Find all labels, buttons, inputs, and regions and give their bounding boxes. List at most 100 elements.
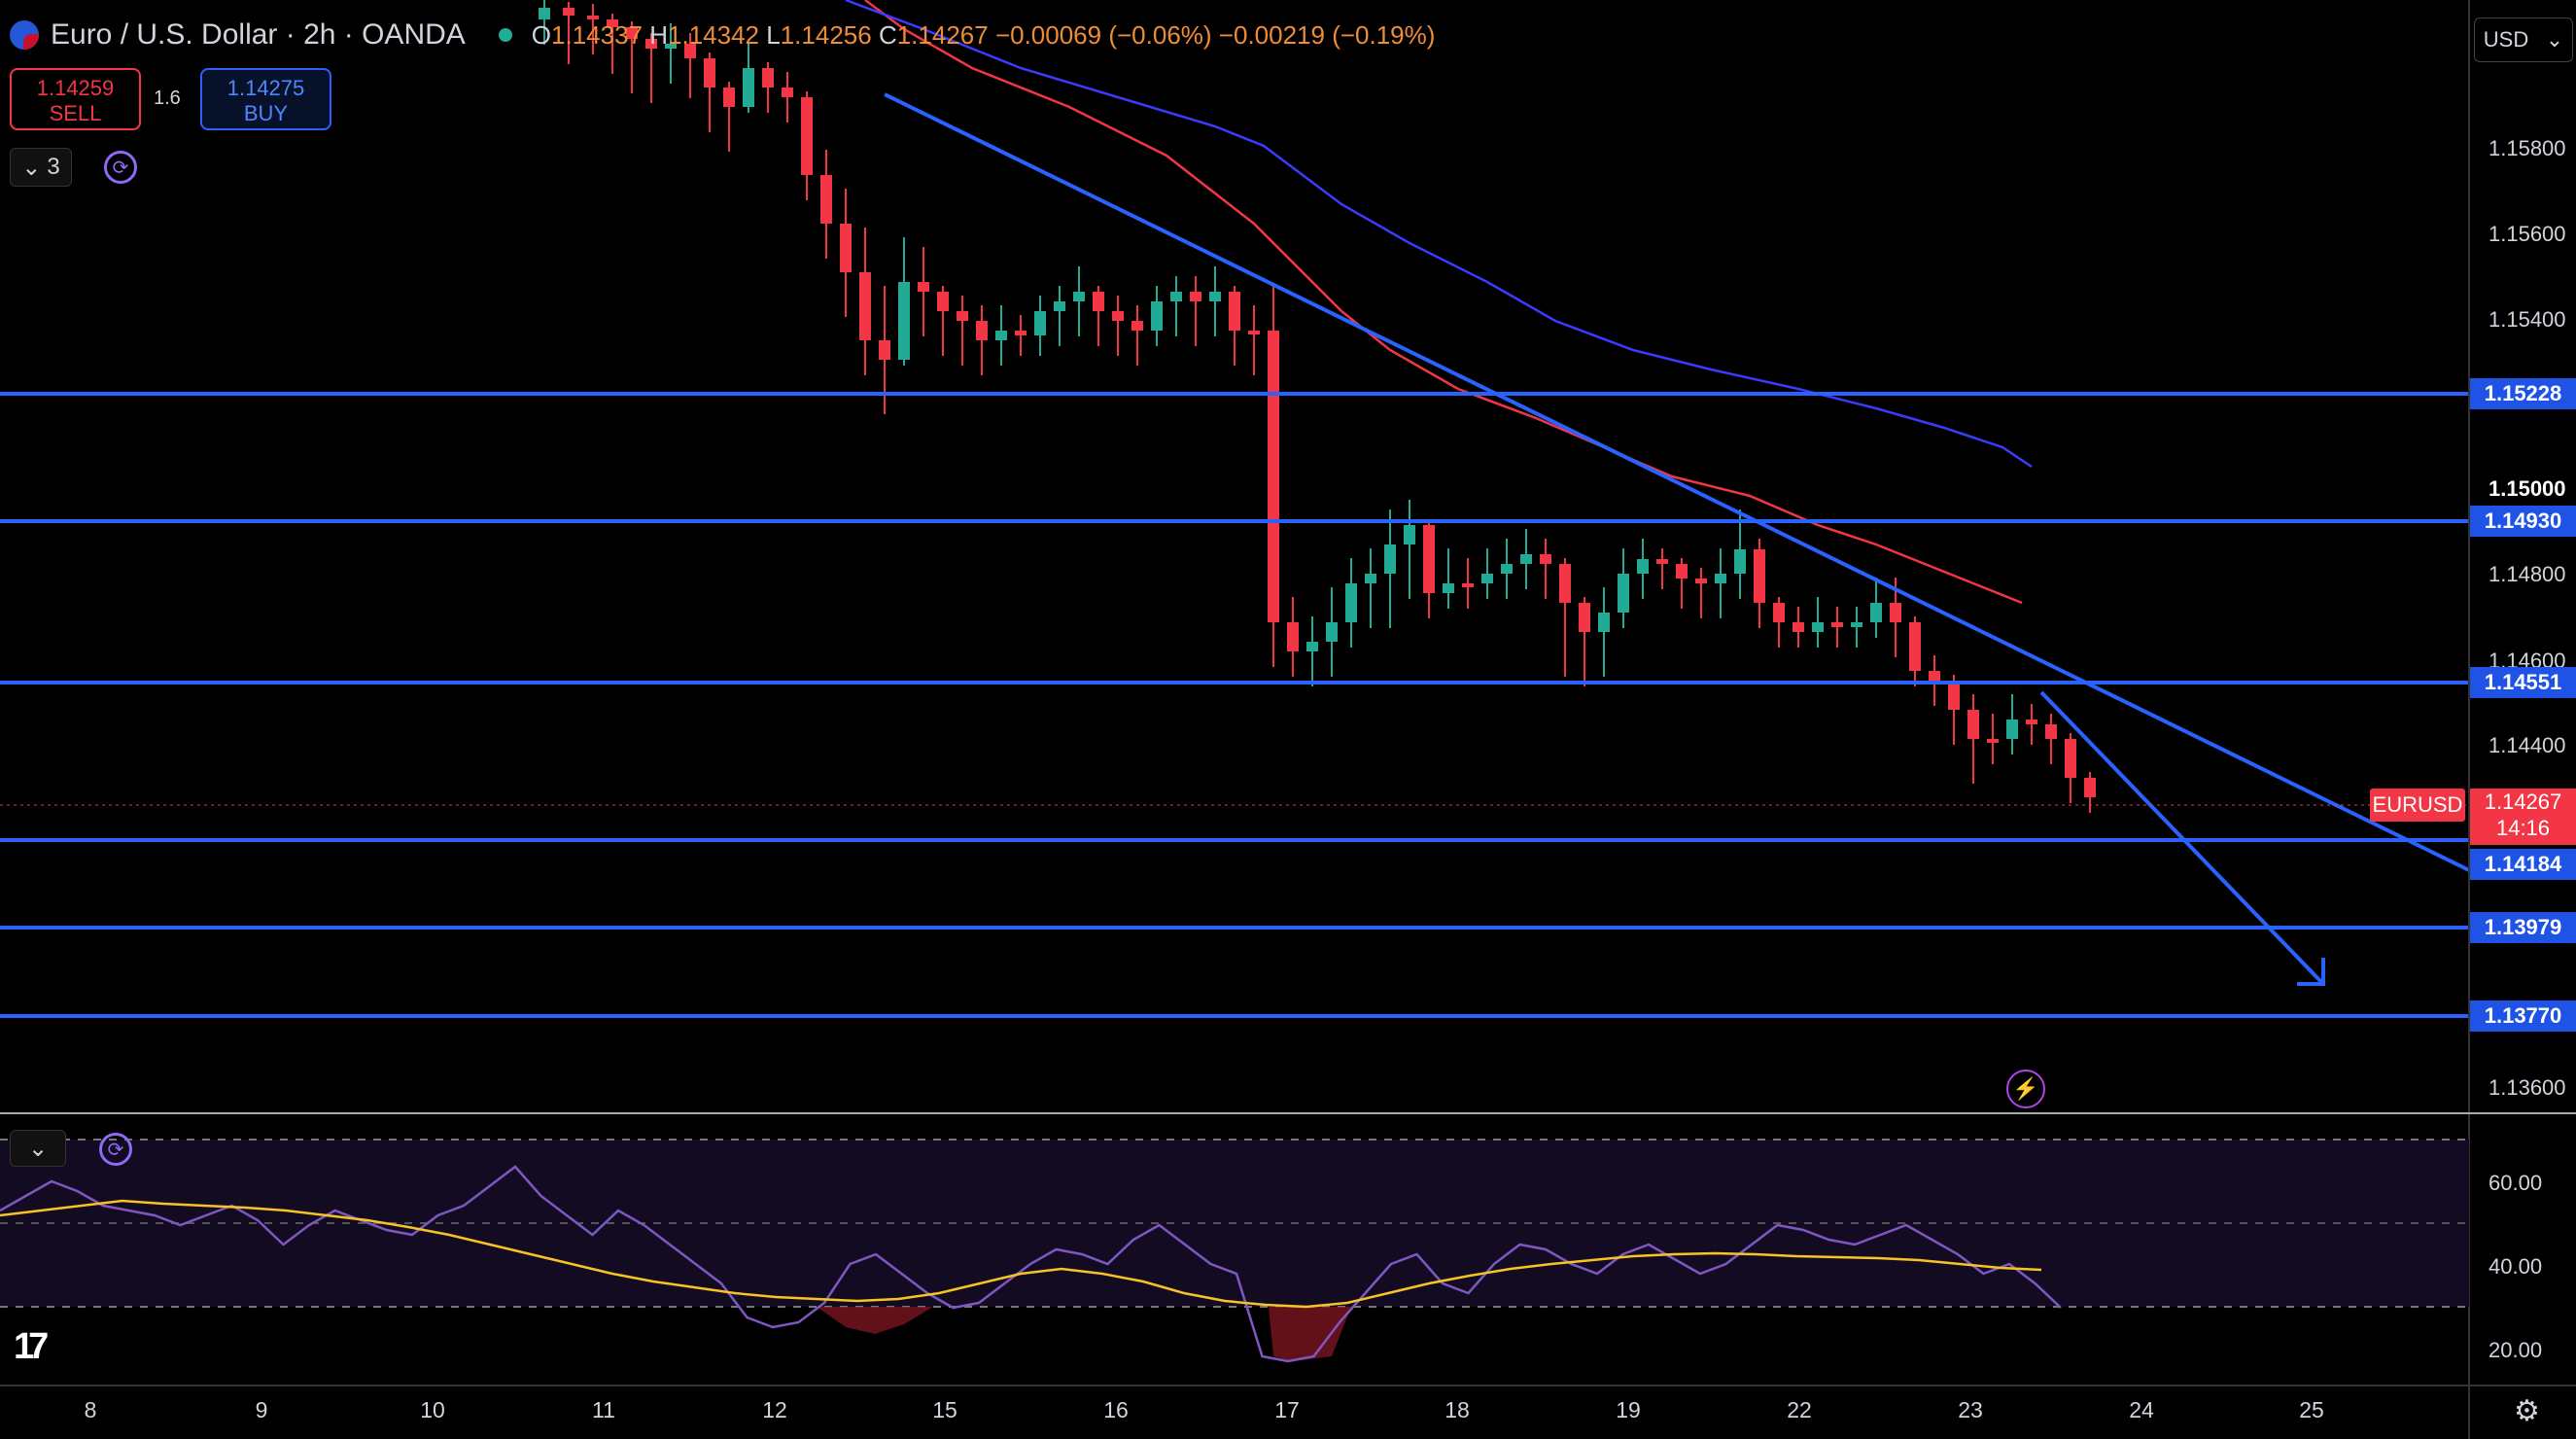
currency-label: USD — [2483, 27, 2529, 52]
candle — [743, 68, 754, 107]
tradingview-logo-icon[interactable]: 17 — [14, 1326, 49, 1367]
candle — [2084, 778, 2096, 797]
candle — [1754, 549, 1765, 603]
ma-slow-line — [845, 0, 2033, 469]
price-axis-label: 1.15600 — [2489, 222, 2566, 246]
market-open-icon — [498, 28, 512, 42]
rsi-axis-label: 60.00 — [2489, 1171, 2543, 1195]
candle — [782, 88, 793, 97]
lightning-icon[interactable]: ⚡ — [2006, 1070, 2045, 1108]
spread-value: 1.6 — [154, 88, 181, 109]
rsi-sync-icon[interactable]: ⟳ — [99, 1133, 132, 1166]
candle — [976, 321, 988, 340]
candle — [1793, 622, 1804, 632]
candle — [1015, 331, 1027, 335]
candle — [918, 282, 929, 292]
rsi-oversold-fill-1 — [817, 1307, 933, 1334]
candle — [1306, 642, 1318, 651]
level-label-2[interactable]: 1.14930 — [2470, 506, 2576, 537]
rsi-ma-line — [0, 1199, 2042, 1309]
rsi-line — [0, 1165, 2062, 1363]
date-label: 12 — [762, 1397, 787, 1422]
symbol-title[interactable]: Euro / U.S. Dollar · 2h · OANDA — [51, 18, 466, 51]
buy-price: 1.14275 — [226, 76, 305, 100]
candle — [937, 292, 949, 311]
rsi-oversold-fill-2 — [1269, 1307, 1351, 1361]
chevron-down-icon: ⌄ — [27, 1135, 49, 1162]
candle — [879, 340, 890, 360]
candle — [898, 282, 910, 360]
candle — [1112, 311, 1124, 321]
gear-icon[interactable]: ⚙ — [2514, 1395, 2540, 1427]
sell-price: 1.14259 — [36, 76, 115, 100]
candle — [723, 88, 735, 107]
candle — [1034, 311, 1046, 335]
candle — [1190, 292, 1201, 301]
level-label-6[interactable]: 1.13770 — [2470, 1000, 2576, 1032]
level-label-3[interactable]: 1.14551 — [2470, 667, 2576, 698]
date-label: 10 — [420, 1397, 445, 1422]
buy-label: BUY — [243, 101, 289, 125]
indicators-toggle-button[interactable]: ⌄ 3 — [10, 148, 72, 187]
trend-line[interactable] — [884, 92, 2470, 872]
candle — [704, 58, 715, 88]
candle — [1987, 739, 1999, 743]
candle — [1443, 583, 1454, 593]
date-label: 24 — [2129, 1397, 2154, 1422]
price-axis-label: 1.15400 — [2489, 307, 2566, 332]
candle — [1909, 622, 1921, 671]
price-axis-label: 1.15000 — [2489, 476, 2566, 501]
sell-button[interactable]: 1.14259 SELL — [10, 68, 141, 130]
candle — [1093, 292, 1104, 311]
date-label: 9 — [255, 1397, 268, 1422]
candle — [1618, 574, 1629, 613]
date-label: 22 — [1787, 1397, 1812, 1422]
candle — [840, 224, 852, 272]
candle — [1481, 574, 1493, 583]
current-price-label: 1.14267 14:16 — [2470, 789, 2576, 845]
candle — [1345, 583, 1357, 622]
date-label: 8 — [84, 1397, 97, 1422]
symbol-header[interactable]: Euro / U.S. Dollar · 2h · OANDA O1.14337… — [10, 14, 1435, 56]
candle — [539, 8, 550, 19]
chevron-down-icon: ⌄ — [21, 154, 42, 181]
arrow-head — [2297, 958, 2325, 986]
candle — [1598, 613, 1610, 632]
date-label: 23 — [1958, 1397, 1983, 1422]
candle — [1812, 622, 1824, 632]
candle — [1520, 554, 1532, 564]
bar-countdown: 14:16 — [2495, 816, 2551, 840]
sync-icon[interactable]: ⟳ — [104, 151, 137, 184]
date-label: 18 — [1445, 1397, 1470, 1422]
candle — [801, 97, 813, 175]
rsi-axis-label: 20.00 — [2489, 1338, 2543, 1362]
candle — [995, 331, 1007, 340]
chevron-down-icon: ⌄ — [2545, 27, 2564, 52]
level-label-1[interactable]: 1.15228 — [2470, 378, 2576, 409]
date-label: 15 — [932, 1397, 957, 1422]
candle — [1131, 321, 1143, 331]
candle — [1365, 574, 1376, 583]
candle — [1423, 525, 1435, 593]
candle — [1404, 525, 1415, 544]
candle — [1695, 579, 1707, 583]
buy-button[interactable]: 1.14275 BUY — [200, 68, 331, 130]
candle — [1151, 301, 1163, 331]
date-label: 11 — [592, 1397, 615, 1422]
price-axis-label: 1.13600 — [2489, 1075, 2566, 1100]
date-label: 25 — [2299, 1397, 2324, 1422]
candle — [1734, 549, 1746, 574]
price-axis-label: 1.14800 — [2489, 562, 2566, 586]
current-price: 1.14267 — [2484, 790, 2562, 814]
currency-selector[interactable]: USD ⌄ — [2474, 18, 2573, 62]
candle — [1559, 564, 1571, 603]
candle — [1054, 301, 1065, 311]
candles — [539, 0, 2096, 813]
rsi-collapse-button[interactable]: ⌄ — [10, 1130, 66, 1167]
candle — [2026, 720, 2037, 724]
rsi-axis-label: 40.00 — [2489, 1254, 2543, 1279]
level-label-5[interactable]: 1.13979 — [2470, 912, 2576, 943]
candle — [957, 311, 968, 321]
level-label-4[interactable]: 1.14184 — [2470, 849, 2576, 880]
